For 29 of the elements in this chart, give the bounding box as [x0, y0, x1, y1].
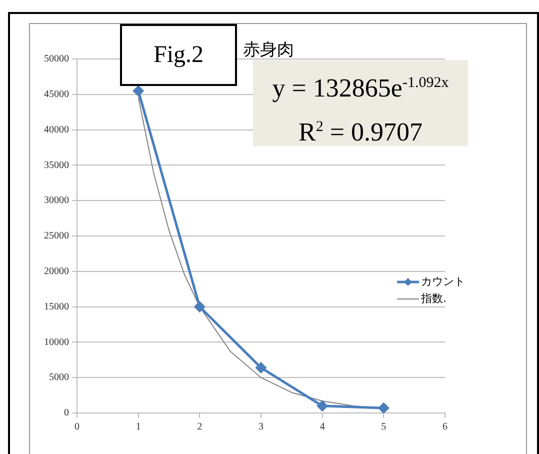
- y-tick-label: 0: [64, 408, 69, 419]
- y-tick-label: 15000: [44, 301, 69, 312]
- x-tick-label: 6: [442, 422, 448, 433]
- annotation: Fig.2: [120, 24, 237, 86]
- y-tick-label: 40000: [44, 124, 69, 136]
- annotation: R$^{2}$ = 0.9707: [297, 116, 424, 148]
- x-tick-label: 0: [74, 422, 80, 433]
- y-tick-label: 35000: [44, 160, 69, 171]
- y-tick-label: 30000: [44, 195, 69, 206]
- x-tick-label: 3: [258, 422, 264, 433]
- point: [194, 302, 205, 312]
- y-tick-label: 45000: [44, 89, 69, 100]
- legend-label: 指数.: [420, 292, 446, 305]
- point: [256, 362, 266, 373]
- y-tick-label: 5000: [49, 372, 69, 384]
- x-tick-label: 4: [320, 422, 325, 433]
- x-tick-label: 1: [136, 422, 141, 433]
- y-tick-label: 10000: [44, 336, 69, 348]
- point: [317, 400, 328, 412]
- x-tick-label: 2: [197, 422, 202, 433]
- legend-label: カウント: [421, 274, 465, 288]
- x-tick-label: 5: [381, 422, 386, 433]
- annotation: y = 132865e$^{-1.092x}$: [271, 72, 450, 105]
- y-tick-label: 20000: [44, 266, 69, 278]
- point: [378, 402, 389, 413]
- y-tick-label: 50000: [44, 54, 69, 65]
- chart-title: 赤身肉: [243, 39, 294, 61]
- point: [133, 86, 144, 96]
- y-tick-label: 25000: [44, 230, 69, 242]
